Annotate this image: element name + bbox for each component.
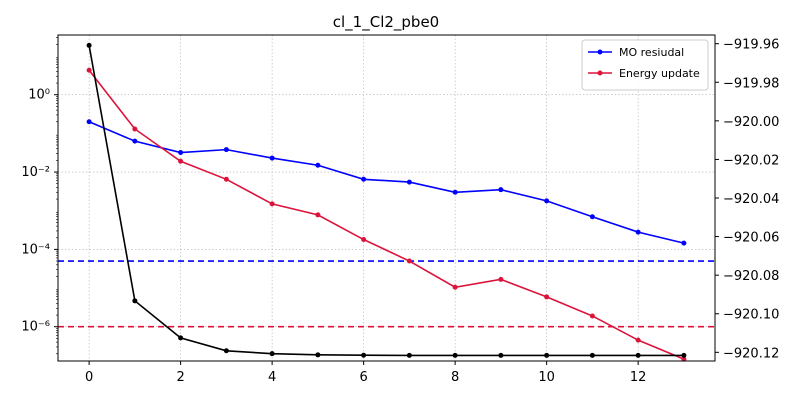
data-point-mo-resiudal (452, 189, 458, 195)
data-point-mo-resiudal (544, 198, 550, 204)
y-left-tick-label: 10⁻⁴ (21, 242, 50, 257)
data-point-energy (452, 352, 458, 358)
threshold-lines (58, 260, 715, 328)
y-right-tick-label: −920.04 (723, 192, 779, 207)
series-layer (86, 42, 687, 362)
data-point-mo-resiudal (681, 240, 687, 246)
data-point-mo-resiudal (269, 155, 275, 161)
series-line-energy (88, 45, 684, 357)
data-point-energy (361, 352, 367, 358)
data-point-energy (498, 352, 504, 358)
data-point-energy-update (498, 276, 504, 282)
data-point-energy (544, 352, 550, 358)
data-point-energy-update (589, 313, 595, 319)
data-point-energy (86, 42, 92, 48)
data-point-mo-resiudal (86, 119, 92, 125)
x-tick-label: 2 (176, 370, 184, 385)
y-right-tick-label: −920.10 (723, 308, 779, 323)
x-tick-label: 6 (359, 370, 367, 385)
data-point-energy-update (178, 158, 184, 164)
y-right-tick-label: −919.96 (723, 38, 779, 53)
data-point-mo-resiudal (406, 179, 412, 185)
data-point-mo-resiudal (498, 187, 504, 193)
legend-box (581, 39, 709, 91)
y-left-tick-label: 10⁻² (21, 165, 50, 180)
data-point-energy (681, 352, 687, 358)
legend-marker-mo-resiudal (597, 49, 603, 55)
data-point-energy-update (86, 67, 92, 73)
data-point-energy-update (635, 337, 641, 343)
x-tick-label: 8 (451, 370, 459, 385)
data-point-energy (589, 352, 595, 358)
data-point-mo-resiudal (315, 162, 321, 168)
data-point-energy-update (452, 284, 458, 290)
data-point-energy (269, 351, 275, 357)
y-right-tick-label: −920.12 (723, 346, 779, 361)
data-point-energy-update (269, 201, 275, 207)
y-left-tick-label: 10⁻⁶ (21, 320, 50, 335)
x-tick-label: 4 (268, 370, 276, 385)
data-point-energy-update (681, 356, 687, 362)
data-point-mo-resiudal (178, 150, 184, 156)
legend: MO resiudal Energy update (581, 39, 709, 91)
y-right-tick-label: −920.06 (723, 231, 779, 246)
data-point-energy-update (544, 294, 550, 300)
data-point-energy (315, 352, 321, 358)
y-right-tick-label: −920.00 (723, 115, 779, 130)
x-tick-label: 0 (85, 370, 93, 385)
chart-title: cl_1_Cl2_pbe0 (333, 13, 439, 32)
data-point-mo-resiudal (132, 138, 138, 144)
data-point-energy (223, 348, 229, 354)
data-point-energy-update (223, 176, 229, 182)
series-line-energy-update (88, 69, 685, 360)
y-right-tick-label: −920.08 (723, 269, 779, 284)
data-point-energy (178, 335, 184, 341)
data-point-energy-update (406, 258, 412, 264)
legend-label-energy-update: Energy update (619, 67, 700, 80)
x-tick-label: 12 (630, 370, 647, 385)
data-point-energy (406, 352, 412, 358)
legend-marker-energy-update (597, 70, 603, 76)
legend-label-mo-resiudal: MO resiudal (619, 46, 684, 59)
axes-layer: 0 2 4 6 8 10 12 10⁰ 10⁻² 10⁻⁴ 10⁻⁶ −919.96 −919.98 −9… (21, 34, 779, 385)
data-point-energy-update (361, 237, 367, 243)
y-left-tick-label: 10⁰ (28, 88, 50, 103)
data-point-mo-resiudal (635, 229, 641, 235)
data-point-mo-resiudal (589, 214, 595, 220)
data-point-mo-resiudal (223, 147, 229, 153)
y-right-tick-label: −919.98 (723, 76, 779, 91)
x-tick-label: 10 (538, 370, 555, 385)
data-point-energy (635, 352, 641, 358)
data-point-energy-update (132, 126, 138, 132)
y-right-tick-label: −920.02 (723, 153, 779, 168)
data-point-energy-update (315, 212, 321, 218)
data-point-energy (132, 298, 138, 304)
series-line-mo-resiudal (88, 121, 685, 244)
data-point-mo-resiudal (361, 176, 367, 182)
